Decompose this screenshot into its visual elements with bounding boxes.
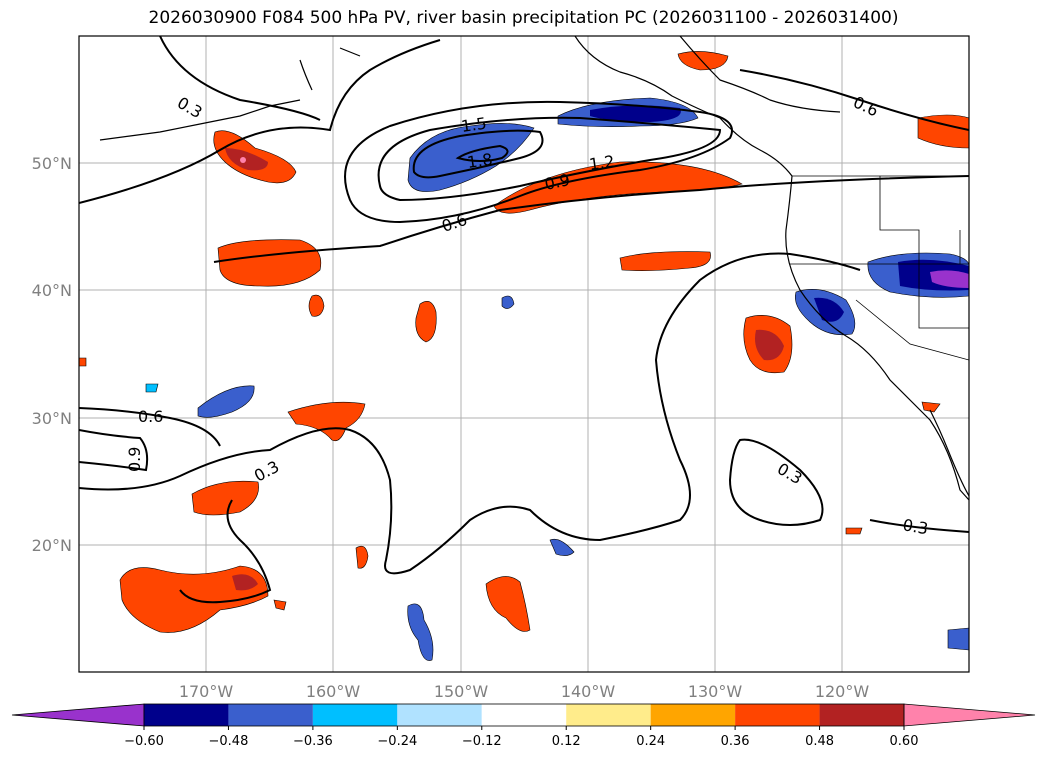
anomaly-positive-core: [755, 329, 784, 361]
pv-contours: [79, 36, 969, 604]
contour-label: 1.5: [460, 114, 488, 136]
latitude-ticks: 50°N 40°N 30°N 20°N: [32, 154, 72, 555]
anomaly-positive: [485, 576, 531, 632]
colorbar-extend-low: [11, 703, 145, 727]
contour-0.3-sw: [179, 499, 272, 604]
lat-tick: 30°N: [32, 409, 72, 428]
anomaly-positive-core: [225, 148, 268, 171]
lon-tick: 150°W: [434, 682, 489, 701]
colorbar-segment: [397, 704, 482, 726]
anomaly-positive: [308, 294, 325, 317]
contour-label: 1.8: [466, 150, 494, 172]
political-borders: [790, 175, 969, 361]
contour-1.5: [412, 129, 544, 179]
coastlines: [99, 36, 969, 501]
colorbar-segment: [566, 704, 651, 726]
contour-0.3-north-b: [159, 36, 321, 121]
map-frame: [78, 35, 970, 673]
lon-tick: 120°W: [815, 682, 870, 701]
anomaly-negative: [501, 295, 515, 309]
colorbar-tick-label: 0.24: [636, 734, 665, 749]
colorbar-frame: [143, 703, 905, 727]
anomaly-negative-max: [930, 270, 969, 288]
anomaly-positive: [355, 545, 369, 569]
colorbar-segment: [481, 704, 567, 726]
contour-1.2: [377, 116, 722, 202]
lon-tick: 130°W: [688, 682, 743, 701]
colorbar-segment: [650, 704, 736, 726]
anomaly-positive: [217, 239, 322, 287]
lat-tick: 20°N: [32, 536, 72, 555]
colorbar-tick-label: −0.12: [462, 734, 502, 749]
anomaly-positive: [917, 114, 969, 149]
anomaly-negative-core: [590, 105, 681, 122]
contour-label: 0.6: [138, 407, 163, 426]
contour-label: 1.2: [588, 152, 616, 174]
colorbar-tick-label: −0.48: [209, 734, 249, 749]
contour-0.6-main: [213, 175, 969, 263]
colorbar-tick-label: 0.36: [721, 734, 750, 749]
anomaly-positive: [845, 527, 863, 535]
anomaly-negative: [407, 123, 535, 192]
contour-0.6-west: [79, 407, 221, 447]
anomaly-negative: [947, 627, 969, 651]
colorbar-tick-label: 0.48: [805, 734, 834, 749]
lat-tick: 50°N: [32, 154, 72, 173]
anomaly-positive: [921, 401, 941, 413]
contour-label: 0.9: [125, 447, 144, 472]
contour-0.9-west: [79, 429, 149, 472]
anomaly-positive: [191, 480, 259, 516]
anomaly-positive-core: [232, 574, 258, 591]
longitude-ticks: 170°W 160°W 150°W 140°W 130°W 120°W: [179, 682, 870, 701]
colorbar-segment: [144, 704, 229, 726]
colorbar-extend-high: [903, 703, 1036, 727]
anomaly-positive: [273, 599, 287, 611]
anomaly-negative: [549, 538, 575, 556]
colorbar-segment: [228, 704, 313, 726]
contour-0.3-far-east: [869, 519, 969, 533]
colorbar-segment: [312, 704, 398, 726]
contour-0.9: [344, 100, 733, 224]
colorbar-tick-label: −0.24: [377, 734, 417, 749]
anomaly-negative: [145, 383, 159, 393]
colorbar-tick-label: 0.12: [552, 734, 581, 749]
lat-tick: 40°N: [32, 281, 72, 300]
lon-tick: 140°W: [561, 682, 616, 701]
colorbar-tick-label: −0.36: [293, 734, 333, 749]
anomaly-negative: [197, 385, 255, 418]
contour-0.6-north: [739, 69, 969, 131]
colorbar: −0.60 −0.48 −0.36 −0.24 −0.12 0.12 0.24 0.36 0.4…: [11, 703, 1036, 749]
contour-0.3-east: [728, 438, 824, 526]
colorbar-segment: [819, 704, 904, 726]
anomaly-negative: [407, 603, 434, 661]
lon-tick: 160°W: [306, 682, 361, 701]
anomaly-positive: [79, 357, 87, 367]
contour-1.8: [455, 144, 509, 162]
contour-label: 0.3: [901, 515, 929, 538]
lon-tick: 170°W: [179, 682, 234, 701]
contour-label: 0.9: [543, 170, 572, 194]
colorbar-tick-label: −0.60: [124, 734, 164, 749]
colorbar-segment: [735, 704, 820, 726]
anomaly-positive: [619, 251, 711, 271]
contour-0.3-north: [79, 39, 441, 204]
colorbar-tick-label: 0.60: [890, 734, 919, 749]
anomaly-positive: [415, 301, 437, 343]
map-title: 2026030900 F084 500 hPa PV, river basin …: [148, 8, 899, 28]
anomaly-positive: [677, 51, 729, 71]
contour-0.3-south: [79, 252, 861, 575]
anomaly-positive: [287, 401, 366, 442]
